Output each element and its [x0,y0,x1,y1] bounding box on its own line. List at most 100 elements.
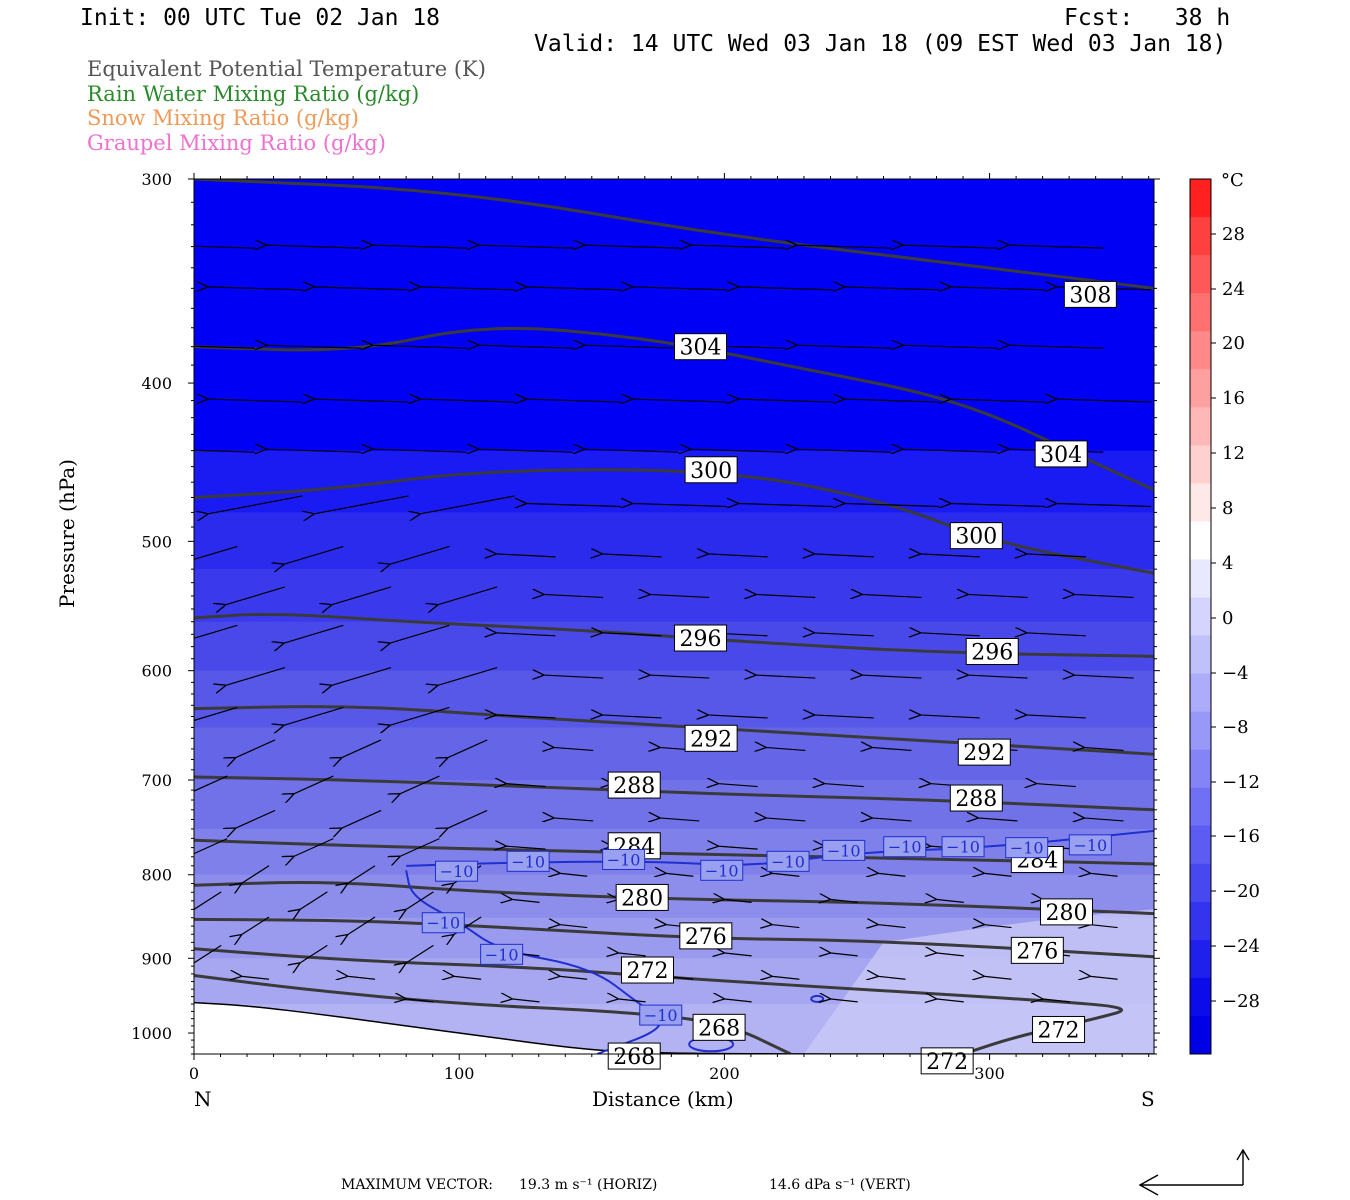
wind-vector [299,891,328,910]
y-tick-label: 800 [141,866,172,885]
wind-vector [331,586,392,605]
colorbar-tick-label: −8 [1222,717,1249,738]
temp-fill-band [194,874,1154,919]
theta-e-label: 304 [1040,443,1082,468]
ground-fill [194,1002,1154,1054]
colorbar-segment [1190,863,1211,903]
wind-vector [314,399,409,402]
wind-vector [437,586,498,605]
theta-e-contour-284 [194,838,1154,866]
x-axis-south-label: S [1141,1087,1155,1111]
wind-vector [584,345,680,348]
colorbar-segment [1190,597,1211,637]
wind-vector [830,899,858,902]
wind-vector [1074,675,1134,678]
wind-vector [978,818,1018,821]
wind-vector [1026,554,1086,557]
wind-vector [405,999,434,1002]
wind-vector [830,953,858,956]
wind-vector [553,747,594,750]
colorbar-tick-label: 0 [1222,608,1234,629]
temperature-label: −10 [607,851,641,870]
wind-vector [968,675,1028,678]
wind-vector [399,775,440,794]
colorbar-segment [1190,787,1211,827]
wind-vector [724,953,752,956]
wind-vector [372,245,467,248]
wind-vector [738,503,833,506]
colorbar-segment [1190,255,1211,294]
wind-vector [871,818,912,821]
temperature-label-box [822,839,866,861]
wind-vector [559,925,588,928]
colorbar-segment [1190,901,1211,941]
wind-vector [543,594,604,597]
x-axis-north-label: N [194,1087,212,1111]
wind-vector [194,449,255,453]
wind-vector [708,715,768,718]
wind-vector [871,747,912,750]
wind-vector [314,495,409,514]
colorbar-segment [1190,749,1211,789]
wind-vector [405,944,434,963]
wind-vector [844,503,939,506]
y-tick-label: 500 [141,532,172,551]
colorbar-tick-label: 8 [1222,498,1234,519]
wind-vector [738,399,833,402]
y-tick-label: 700 [141,771,172,790]
wind-vector [877,976,906,979]
wind-vector [1084,818,1124,821]
wind-vector [920,715,980,718]
wind-vector [618,953,646,956]
wind-vector [389,545,450,564]
wind-vector [194,624,238,639]
wind-vector [293,838,334,857]
wind-vector [771,925,800,928]
wind-vector [194,706,238,722]
x-axis-title: Distance (km) [592,1087,734,1111]
wind-vector [447,809,488,828]
colorbar-segment [1190,217,1211,256]
wind-vector [755,675,816,678]
theta-e-contour-304 [194,326,1154,492]
wind-vector [235,809,276,828]
wind-vector [1084,747,1124,750]
colorbar-segment [1190,483,1211,522]
legend-rain-water: Rain Water Mixing Ratio (g/kg) [87,82,420,106]
wind-vector [559,976,588,979]
wind-vector [207,287,303,290]
theta-e-label: 288 [955,787,997,812]
wind-vector [478,449,574,452]
wind-vector [241,916,270,935]
max-vector-vert: 14.6 dPa s⁻¹ (VERT) [769,1177,911,1193]
wind-vector [814,554,874,557]
theta-e-label-box [1039,898,1093,926]
wind-vector [207,495,303,514]
wind-vector [225,586,286,605]
wind-vector [1036,784,1076,787]
wind-vector [1090,873,1118,876]
wind-vector [194,245,255,249]
colorbar-tick-label: −16 [1222,826,1260,847]
theta-e-label: 272 [1038,1018,1080,1043]
wind-vector [495,554,556,557]
legend-snow: Snow Mixing Ratio (g/kg) [87,106,359,130]
colorbar-segment [1190,179,1211,218]
theta-e-label-box [674,333,728,361]
theta-e-label-box [620,956,674,984]
plot-frame [193,178,1155,1055]
x-tick-label: 300 [974,1064,1005,1083]
temperature-label: −10 [485,945,519,964]
wind-vector [796,245,892,248]
colorbar-segment [1190,445,1211,484]
wind-vector [194,545,238,561]
colorbar-tick-label: −28 [1222,991,1260,1012]
wind-vector [690,245,786,248]
wind-vector [796,345,892,348]
wind-vector [495,633,556,636]
wind-vector [225,666,286,686]
wind-vector [649,675,710,678]
wind-vector [1008,245,1104,248]
wind-vector [920,633,980,636]
theta-e-label-box [692,1013,746,1041]
